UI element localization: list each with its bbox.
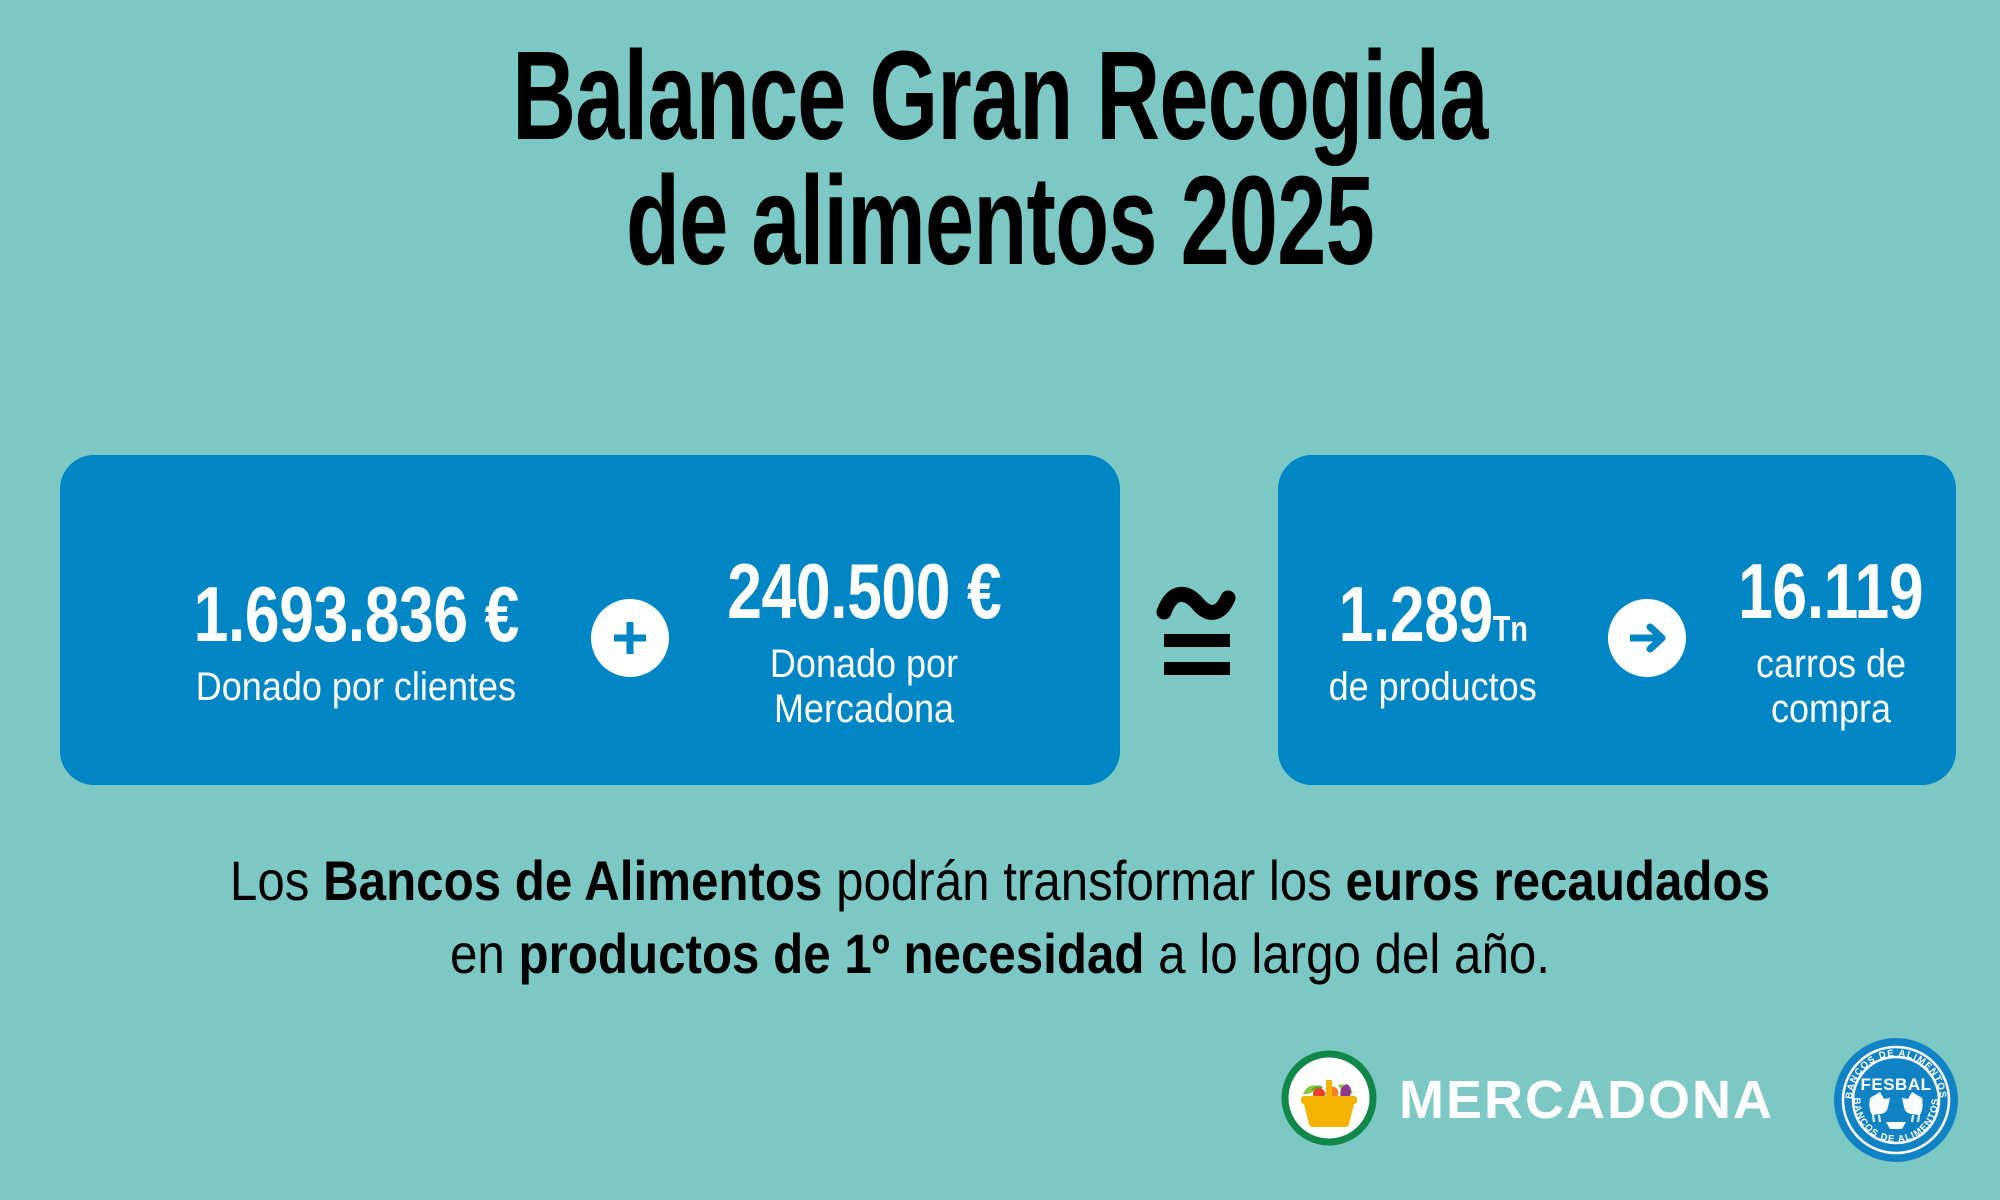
stat-label: de productos: [1328, 664, 1538, 709]
stats-row: 1.693.836 € Donado por clientes 240.500 …: [60, 455, 1956, 785]
shopping-basket-icon: [1281, 1050, 1377, 1151]
goods-stat-card: 1.289Tn de productos 16.119 carros de co…: [1278, 455, 1956, 785]
text-run: podrán transformar los: [822, 849, 1346, 912]
two-birds-bowl-icon: BANCOS DE ALIMENTOS BANCOS DE ALIMENTOS …: [1832, 1038, 1960, 1168]
stat-value-unit: Tn: [1492, 608, 1528, 649]
fesbal-logo: BANCOS DE ALIMENTOS BANCOS DE ALIMENTOS …: [1832, 1036, 1960, 1164]
stat-value: 240.500 €: [726, 547, 1001, 636]
mercadona-logo: MERCADONA: [1281, 1050, 1774, 1151]
stat-tonnes-of-products: 1.289Tn de productos: [1278, 531, 1588, 710]
stat-label: Donado por clientes: [195, 664, 517, 709]
body-copy-line-1: Los Bancos de Alimentos podrán transform…: [120, 845, 1880, 918]
svg-text:FESBAL: FESBAL: [1861, 1075, 1932, 1094]
money-stat-card: 1.693.836 € Donado por clientes 240.500 …: [60, 455, 1120, 785]
title-line-1: Balance Gran Recogida: [512, 25, 1488, 166]
text-run: Los: [229, 849, 324, 912]
stat-label: Donado por Mercadona: [769, 642, 959, 731]
text-run: a lo largo del año.: [1144, 921, 1550, 985]
text-run-bold: productos de 1º necesidad: [518, 921, 1145, 985]
text-run: en: [450, 921, 519, 985]
stat-label: carros de compra: [1755, 642, 1907, 731]
text-run-bold: euros recaudados: [1345, 849, 1771, 912]
stat-value: 1.693.836 €: [193, 569, 519, 658]
stat-donated-by-mercadona: 240.500 € Donado por Mercadona: [689, 508, 1039, 732]
title-line-2: de alimentos 2025: [626, 149, 1375, 291]
logo-row: MERCADONA BANCOS DE ALIMENTOS BANC: [1281, 1036, 1960, 1164]
arrow-right-icon: [1608, 599, 1686, 677]
stat-value: 16.119: [1738, 547, 1924, 636]
plus-icon: [591, 599, 669, 677]
approximately-equal-icon: [1156, 574, 1242, 694]
stat-value: 1.289Tn: [1338, 575, 1527, 653]
mercadona-wordmark: MERCADONA: [1399, 1070, 1774, 1130]
page-title: Balance Gran Recogida de alimentos 2025: [0, 25, 2000, 291]
equivalence-separator: [1120, 455, 1278, 785]
stat-value-number: 1.289: [1338, 569, 1493, 658]
body-copy-line-2: en productos de 1º necesidad a lo largo …: [120, 918, 1880, 991]
body-copy: Los Bancos de Alimentos podrán transform…: [0, 845, 2000, 991]
stat-donated-by-clients: 1.693.836 € Donado por clientes: [141, 531, 571, 710]
text-run-bold: Bancos de Alimentos: [323, 849, 823, 912]
stat-shopping-carts: 16.119 carros de compra: [1706, 508, 1956, 732]
